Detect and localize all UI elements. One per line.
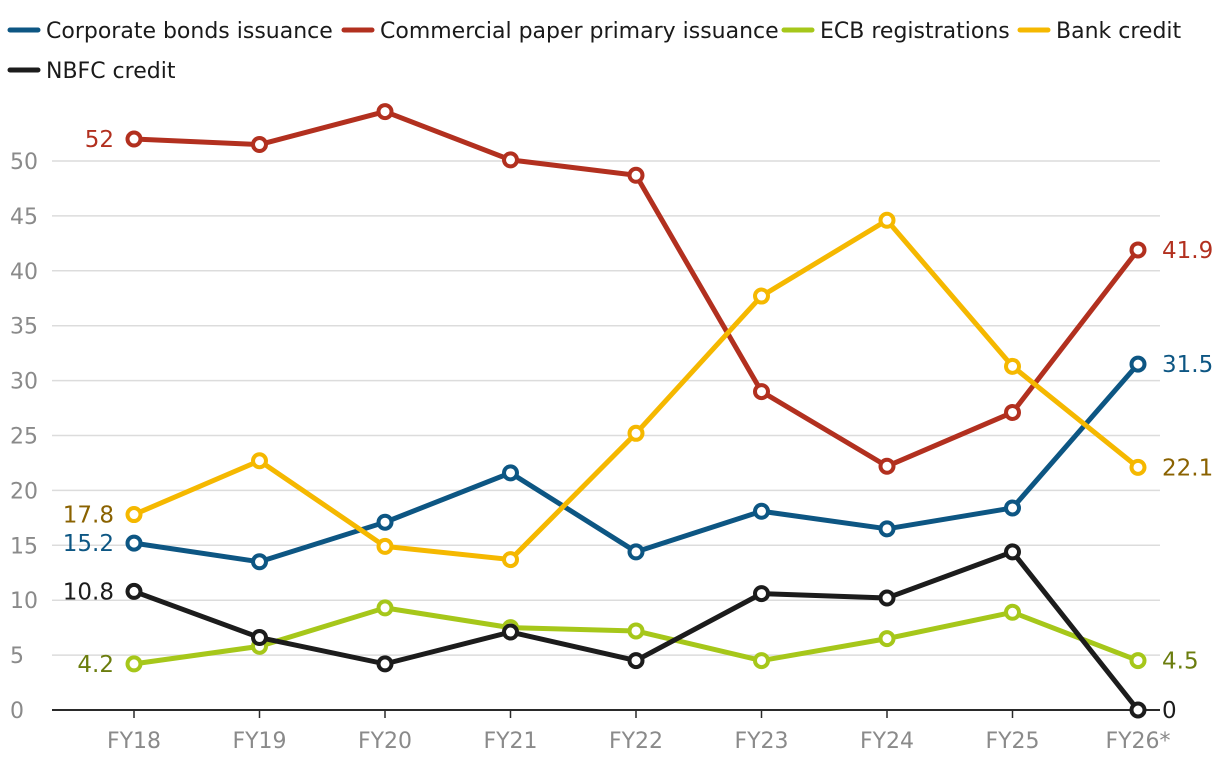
series-line-commercial-paper-primary-issuance <box>131 109 1141 469</box>
series-line-corporate-bonds-issuance <box>131 361 1141 565</box>
start-label-nbfc-credit: 10.8 <box>63 579 114 605</box>
legend-item-nbfc-credit: NBFC credit <box>7 59 176 84</box>
x-tick-label: FY26* <box>1105 729 1170 754</box>
x-axis: FY18 FY19 FY20 FY21 FY22 FY23 FY24 FY25 FY26* <box>52 709 1171 754</box>
end-label-nbfc-credit: 0 <box>1162 698 1177 724</box>
data-point-corporate-bonds-issuance-fy22 <box>627 543 645 561</box>
data-point-ecb-registrations-fy25 <box>1004 603 1021 621</box>
x-tick-label: FY19 <box>232 729 286 754</box>
data-point-commercial-paper-primary-issuance-fy18 <box>125 130 143 148</box>
series-nbfc-credit <box>125 543 1147 719</box>
data-point-ecb-registrations-fy23 <box>753 652 770 670</box>
x-tick-label: FY23 <box>734 729 788 754</box>
legend-label: NBFC credit <box>46 59 176 84</box>
data-point-bank-credit-fy22 <box>627 424 645 442</box>
data-point-bank-credit-fy19 <box>251 452 268 470</box>
x-tick-label: FY25 <box>985 729 1039 754</box>
data-point-nbfc-credit-fy21 <box>502 623 519 641</box>
legend-label: Corporate bonds issuance <box>46 19 333 44</box>
data-point-bank-credit-fy20 <box>376 537 394 555</box>
data-point-corporate-bonds-issuance-fy26 <box>1129 355 1147 373</box>
legend-item-bank-credit: Bank credit <box>1017 19 1182 44</box>
y-tick-label: 30 <box>10 370 38 395</box>
y-tick-label: 40 <box>10 260 38 285</box>
data-point-nbfc-credit-fy25 <box>1004 543 1021 561</box>
data-point-commercial-paper-primary-issuance-fy20 <box>376 103 394 121</box>
end-label-commercial-paper-primary-issuance: 41.9 <box>1162 238 1213 264</box>
series-bank-credit <box>125 211 1147 569</box>
start-label-ecb-registrations: 4.2 <box>77 652 114 678</box>
y-tick-label: 5 <box>10 644 24 669</box>
data-point-commercial-paper-primary-issuance-fy22 <box>627 166 645 184</box>
legend-label: ECB registrations <box>820 19 1010 44</box>
start-label-bank-credit: 17.8 <box>63 503 114 529</box>
series-commercial-paper-primary-issuance <box>125 103 1147 475</box>
start-label-corporate-bonds-issuance: 15.2 <box>63 531 114 557</box>
data-point-corporate-bonds-issuance-fy23 <box>753 502 770 520</box>
y-tick-label: 0 <box>10 699 24 724</box>
data-point-nbfc-credit-fy20 <box>376 655 394 673</box>
y-tick-label: 20 <box>10 479 38 504</box>
series-corporate-bonds-issuance <box>125 355 1147 571</box>
end-label-corporate-bonds-issuance: 31.5 <box>1162 352 1213 378</box>
y-tick-label: 10 <box>10 589 38 614</box>
data-point-ecb-registrations-fy20 <box>376 599 394 617</box>
data-point-bank-credit-fy23 <box>753 287 770 305</box>
legend: Corporate bonds issuance Commercial paper… <box>7 19 1182 84</box>
data-point-ecb-registrations-fy22 <box>627 622 645 640</box>
data-point-corporate-bonds-issuance-fy19 <box>251 553 268 571</box>
x-tick-label: FY22 <box>609 729 663 754</box>
data-labels: 15.2 31.5 52 41.9 4.2 4.5 17.8 22.1 10.8 0 <box>63 127 1213 724</box>
end-label-ecb-registrations: 4.5 <box>1162 649 1199 675</box>
data-point-nbfc-credit-fy19 <box>251 629 268 647</box>
data-point-nbfc-credit-fy24 <box>878 589 896 607</box>
data-point-commercial-paper-primary-issuance-fy23 <box>753 383 770 401</box>
legend-label: Bank credit <box>1056 19 1182 44</box>
data-point-nbfc-credit-fy23 <box>753 585 770 603</box>
data-point-commercial-paper-primary-issuance-fy25 <box>1004 403 1021 421</box>
data-point-corporate-bonds-issuance-fy20 <box>376 513 394 531</box>
y-axis-ticks: 0 5 10 15 20 25 30 35 40 45 50 <box>10 150 38 724</box>
data-point-nbfc-credit-fy26 <box>1129 701 1147 719</box>
x-tick-label: FY24 <box>860 729 914 754</box>
data-point-bank-credit-fy18 <box>125 506 143 524</box>
x-tick-label: FY21 <box>483 729 537 754</box>
start-label-commercial-paper-primary-issuance: 52 <box>85 127 114 153</box>
end-label-bank-credit: 22.1 <box>1162 455 1213 481</box>
data-point-ecb-registrations-fy26 <box>1129 652 1147 670</box>
legend-item-commercial-paper-primary-issuance: Commercial paper primary issuance <box>341 19 779 44</box>
series-layer <box>125 103 1147 719</box>
x-tick-label: FY20 <box>358 729 412 754</box>
data-point-bank-credit-fy26 <box>1129 458 1147 476</box>
legend-item-corporate-bonds-issuance: Corporate bonds issuance <box>7 19 333 44</box>
x-tick-label: FY18 <box>107 729 161 754</box>
data-point-commercial-paper-primary-issuance-fy21 <box>502 151 519 169</box>
data-point-commercial-paper-primary-issuance-fy19 <box>251 136 268 154</box>
data-point-ecb-registrations-fy24 <box>878 630 896 648</box>
data-point-corporate-bonds-issuance-fy25 <box>1004 499 1021 517</box>
data-point-corporate-bonds-issuance-fy18 <box>125 534 143 552</box>
data-point-nbfc-credit-fy18 <box>125 582 143 600</box>
data-point-nbfc-credit-fy22 <box>627 652 645 670</box>
y-tick-label: 15 <box>10 534 38 559</box>
y-tick-label: 25 <box>10 425 38 450</box>
data-point-commercial-paper-primary-issuance-fy26 <box>1129 241 1147 259</box>
data-point-bank-credit-fy24 <box>878 211 896 229</box>
data-point-ecb-registrations-fy18 <box>125 655 143 673</box>
data-point-corporate-bonds-issuance-fy21 <box>502 464 519 482</box>
data-point-bank-credit-fy21 <box>502 551 519 569</box>
data-point-bank-credit-fy25 <box>1004 357 1021 375</box>
gridlines <box>52 160 1160 656</box>
y-tick-label: 45 <box>10 205 38 230</box>
legend-item-ecb-registrations: ECB registrations <box>781 19 1010 44</box>
data-point-commercial-paper-primary-issuance-fy24 <box>878 457 896 475</box>
legend-label: Commercial paper primary issuance <box>380 19 779 44</box>
y-tick-label: 50 <box>10 150 38 175</box>
y-tick-label: 35 <box>10 315 38 340</box>
data-point-corporate-bonds-issuance-fy24 <box>878 520 896 538</box>
